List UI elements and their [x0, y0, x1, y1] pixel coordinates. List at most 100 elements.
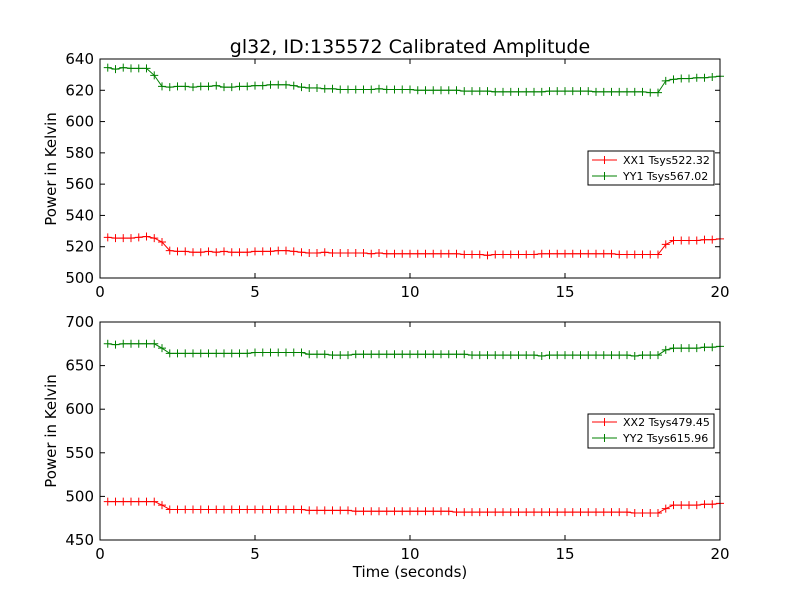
data-point: [654, 351, 662, 360]
data-point: [266, 505, 275, 514]
x-tick-label: 5: [250, 283, 260, 301]
plot-frame: [99, 58, 721, 279]
data-point: [165, 83, 174, 92]
y-tick-label: 650: [65, 357, 94, 375]
x-tick-label: 20: [710, 283, 729, 301]
data-point: [437, 350, 445, 359]
data-point: [150, 71, 159, 80]
data-point: [685, 501, 693, 510]
data-point: [615, 351, 624, 360]
data-point: [127, 64, 135, 73]
data-point: [165, 246, 174, 255]
data-point: [127, 339, 135, 348]
data-point: [227, 349, 236, 358]
data-point: [646, 508, 655, 517]
data-point: [700, 343, 709, 352]
y-axis-label: Power in Kelvin: [42, 112, 60, 226]
data-point: [506, 351, 515, 360]
data-point: [181, 82, 190, 91]
data-point: [375, 507, 383, 516]
data-point: [483, 251, 492, 260]
data-point: [150, 234, 159, 243]
data-point: [103, 233, 112, 242]
data-point: [173, 82, 182, 91]
data-point: [530, 250, 538, 259]
data-point: [111, 65, 120, 74]
data-point: [173, 505, 182, 514]
data-point: [599, 508, 608, 517]
x-tick-label: 5: [250, 545, 260, 563]
data-point: [615, 508, 624, 517]
data-point: [576, 351, 585, 360]
data-point: [282, 505, 290, 514]
chart-title: gl32, ID:135572 Calibrated Amplitude: [230, 36, 590, 58]
data-point: [452, 350, 461, 359]
data-point: [491, 87, 500, 96]
data-point: [344, 351, 352, 360]
x-tick-label: 20: [710, 545, 729, 563]
data-point: [266, 80, 275, 89]
legend-marker-yy2: [600, 434, 609, 442]
data-point: [274, 348, 283, 357]
data-point: [545, 249, 554, 258]
legend-label-xx1: XX1 Tsys522.32: [623, 154, 710, 167]
data-point: [313, 83, 321, 92]
data-point: [437, 249, 445, 258]
data-point: [537, 87, 546, 96]
data-point: [592, 249, 600, 258]
data-point: [274, 246, 283, 255]
data-point: [344, 506, 352, 515]
data-point: [297, 348, 306, 357]
data-point: [320, 84, 329, 93]
data-point: [398, 350, 407, 359]
data-point: [181, 247, 190, 256]
data-point: [646, 250, 655, 259]
data-point: [313, 248, 321, 257]
data-point: [390, 350, 399, 359]
data-point: [630, 250, 639, 259]
data-point: [630, 87, 639, 96]
data-point: [390, 85, 399, 94]
data-point: [568, 249, 577, 258]
data-point: [196, 82, 205, 91]
y-tick-label: 580: [65, 144, 94, 162]
legend-box: [587, 150, 715, 186]
data-point: [584, 249, 593, 258]
data-point: [336, 506, 345, 515]
data-point: [576, 249, 585, 258]
data-point: [685, 74, 693, 83]
data-point: [142, 339, 151, 348]
data-point: [382, 249, 391, 258]
data-point: [700, 500, 709, 509]
data-point: [475, 87, 484, 96]
data-point: [615, 250, 624, 259]
data-point: [212, 248, 221, 257]
data-point: [390, 507, 399, 516]
legend-label-yy1: YY1 Tsys567.02: [622, 170, 708, 183]
data-point: [483, 351, 492, 360]
data-point: [561, 249, 569, 258]
plot-area: [103, 63, 724, 260]
data-point: [537, 352, 546, 361]
data-point: [119, 497, 128, 506]
data-point: [204, 505, 213, 514]
data-point: [235, 248, 244, 257]
data-point: [584, 508, 593, 517]
data-point: [607, 249, 616, 258]
data-point: [413, 86, 422, 95]
legend: XX2 Tsys479.45 YY2 Tsys615.96: [587, 413, 715, 449]
data-point: [328, 248, 337, 257]
legend-marker-xx1: [600, 156, 609, 164]
data-point: [220, 349, 228, 358]
data-point: [375, 350, 383, 359]
y-tick-label: 600: [65, 400, 94, 418]
data-point: [344, 85, 352, 94]
data-point: [320, 248, 329, 257]
data-point: [522, 351, 531, 360]
data-point: [204, 349, 213, 358]
data-point: [592, 351, 600, 360]
data-point: [227, 83, 236, 92]
data-point: [305, 248, 314, 257]
data-point: [661, 76, 670, 85]
